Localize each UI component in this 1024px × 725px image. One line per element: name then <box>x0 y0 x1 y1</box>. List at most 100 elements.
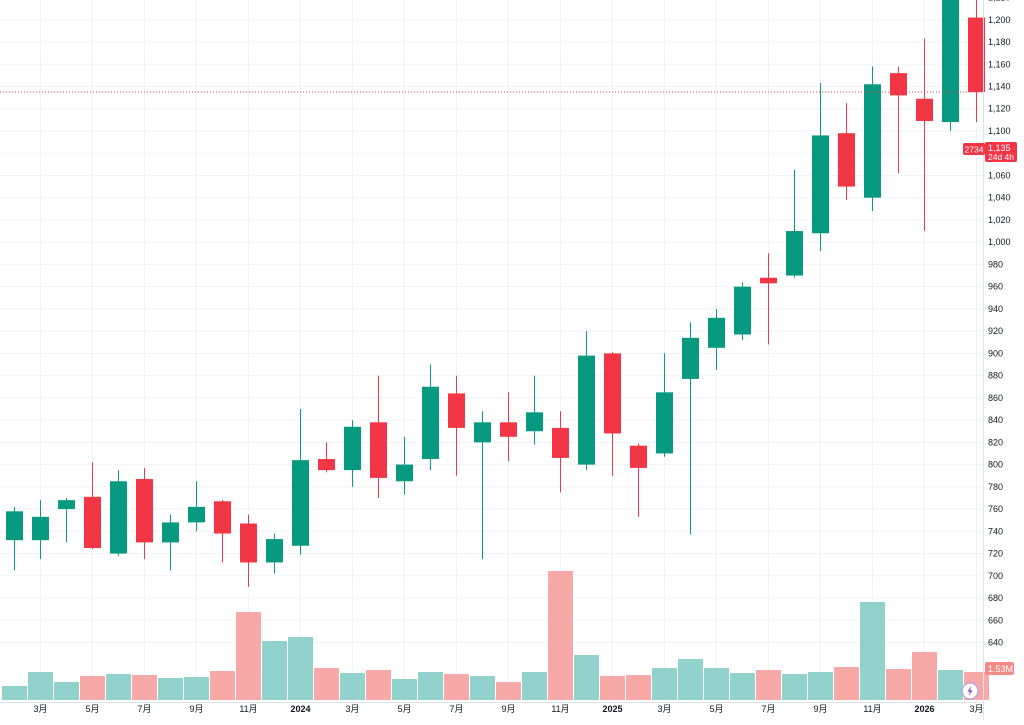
x-tick-label: 11月 <box>239 704 257 714</box>
candle-body <box>58 500 75 510</box>
volume-bar <box>522 672 547 700</box>
y-tick-label: 700 <box>988 571 1003 581</box>
volume-bar <box>860 602 885 700</box>
candle-body <box>448 393 465 428</box>
volume-bar <box>236 612 261 700</box>
y-tick-label: 800 <box>988 460 1003 470</box>
candle-body <box>136 479 153 543</box>
volume-bar <box>470 676 495 700</box>
y-tick-label: 1,140 <box>988 82 1011 92</box>
volume-bar <box>600 676 625 700</box>
candle-body <box>682 337 699 379</box>
volume-bar <box>210 671 235 700</box>
x-tick-label: 5月 <box>85 704 99 714</box>
volume-bar <box>340 673 365 700</box>
x-tick-label: 5月 <box>397 704 411 714</box>
candle-body <box>396 464 413 482</box>
y-tick-label: 940 <box>988 304 1003 314</box>
volume-bar <box>106 674 131 700</box>
candle-body <box>162 522 179 543</box>
x-tick-label: 11月 <box>863 704 881 714</box>
volume-bar <box>418 672 443 700</box>
grid-lines <box>0 0 983 702</box>
x-tick-label: 11月 <box>551 704 569 714</box>
volume-max-label: 1.53M <box>988 664 1013 674</box>
y-tick-label: 1,020 <box>988 215 1011 225</box>
y-tick-label: 1,040 <box>988 193 1011 203</box>
x-tick-label: 2025 <box>602 704 622 714</box>
y-tick-label: 1,220 <box>988 0 1011 3</box>
y-tick-label: 640 <box>988 638 1003 648</box>
y-tick-label: 680 <box>988 593 1003 603</box>
candle-body <box>552 427 569 458</box>
candle-body <box>240 523 257 563</box>
volume-tag-label: 2734 <box>965 145 984 155</box>
volume-bar <box>938 670 963 700</box>
y-tick-label: 860 <box>988 393 1003 403</box>
time-axis[interactable]: 3月 5月 7月 9月 11月 2024 3月 5月 7月 9月 11月 2025 3月 5月 7月 9月 11… <box>0 702 984 715</box>
candle-body <box>110 481 127 554</box>
candle-body <box>916 98 933 121</box>
volume-bar <box>652 668 677 700</box>
volume-bar <box>704 668 729 700</box>
candle-body <box>708 317 725 348</box>
lightning-button[interactable] <box>961 682 979 700</box>
volume-bar <box>184 677 209 700</box>
y-tick-label: 1,000 <box>988 237 1011 247</box>
candle-body <box>292 460 309 546</box>
candle-body <box>526 412 543 432</box>
candle-body <box>968 17 985 93</box>
y-tick-label: 980 <box>988 259 1003 269</box>
volume-bars <box>2 571 989 700</box>
candle-body <box>812 135 829 234</box>
volume-bar <box>548 571 573 700</box>
y-tick-label: 740 <box>988 526 1003 536</box>
x-tick-label: 3月 <box>345 704 359 714</box>
candle-body <box>656 392 673 454</box>
candle-body <box>890 73 907 96</box>
volume-bar <box>132 675 157 700</box>
y-tick-label: 1,200 <box>988 15 1011 25</box>
y-tick-label: 1,160 <box>988 59 1011 69</box>
price-axis[interactable]: 640 660 680 700 720 740 760 780 800 820 840 860 880 9… <box>983 0 1011 720</box>
volume-bar <box>392 679 417 700</box>
volume-bar <box>756 670 781 700</box>
x-tick-label: 9月 <box>189 704 203 714</box>
x-tick-label: 9月 <box>501 704 515 714</box>
volume-tag-box <box>963 143 985 155</box>
volume-bar <box>912 652 937 700</box>
y-tick-label: 880 <box>988 371 1003 381</box>
x-tick-label: 9月 <box>813 704 827 714</box>
volume-bar <box>834 667 859 700</box>
x-tick-label: 7月 <box>761 704 775 714</box>
candle-body <box>734 286 751 335</box>
x-tick-label: 3月 <box>657 704 671 714</box>
volume-max-tag-box <box>985 662 1014 675</box>
volume-bar <box>496 682 521 700</box>
candle-body <box>422 386 439 460</box>
candle-body <box>32 516 49 541</box>
candle-body <box>942 0 959 123</box>
candle-body <box>84 496 101 548</box>
volume-bar <box>158 678 183 700</box>
volume-bar <box>886 669 911 700</box>
x-tick-label: 7月 <box>137 704 151 714</box>
last-price-tag-box <box>985 142 1017 162</box>
y-tick-label: 1,180 <box>988 37 1011 47</box>
candle-body <box>578 355 595 465</box>
y-tick-label: 820 <box>988 437 1003 447</box>
candle-body <box>474 422 491 443</box>
y-tick-label: 1,120 <box>988 104 1011 114</box>
x-tick-label: 2026 <box>914 704 934 714</box>
candle-body <box>214 501 231 534</box>
candles <box>6 0 985 587</box>
x-tick-label: 2024 <box>290 704 310 714</box>
candle-body <box>188 506 205 523</box>
volume-bar <box>808 672 833 700</box>
last-price-label: 1,135 <box>988 143 1011 153</box>
volume-bar <box>80 676 105 700</box>
x-tick-label: 7月 <box>449 704 463 714</box>
volume-bar <box>444 674 469 700</box>
